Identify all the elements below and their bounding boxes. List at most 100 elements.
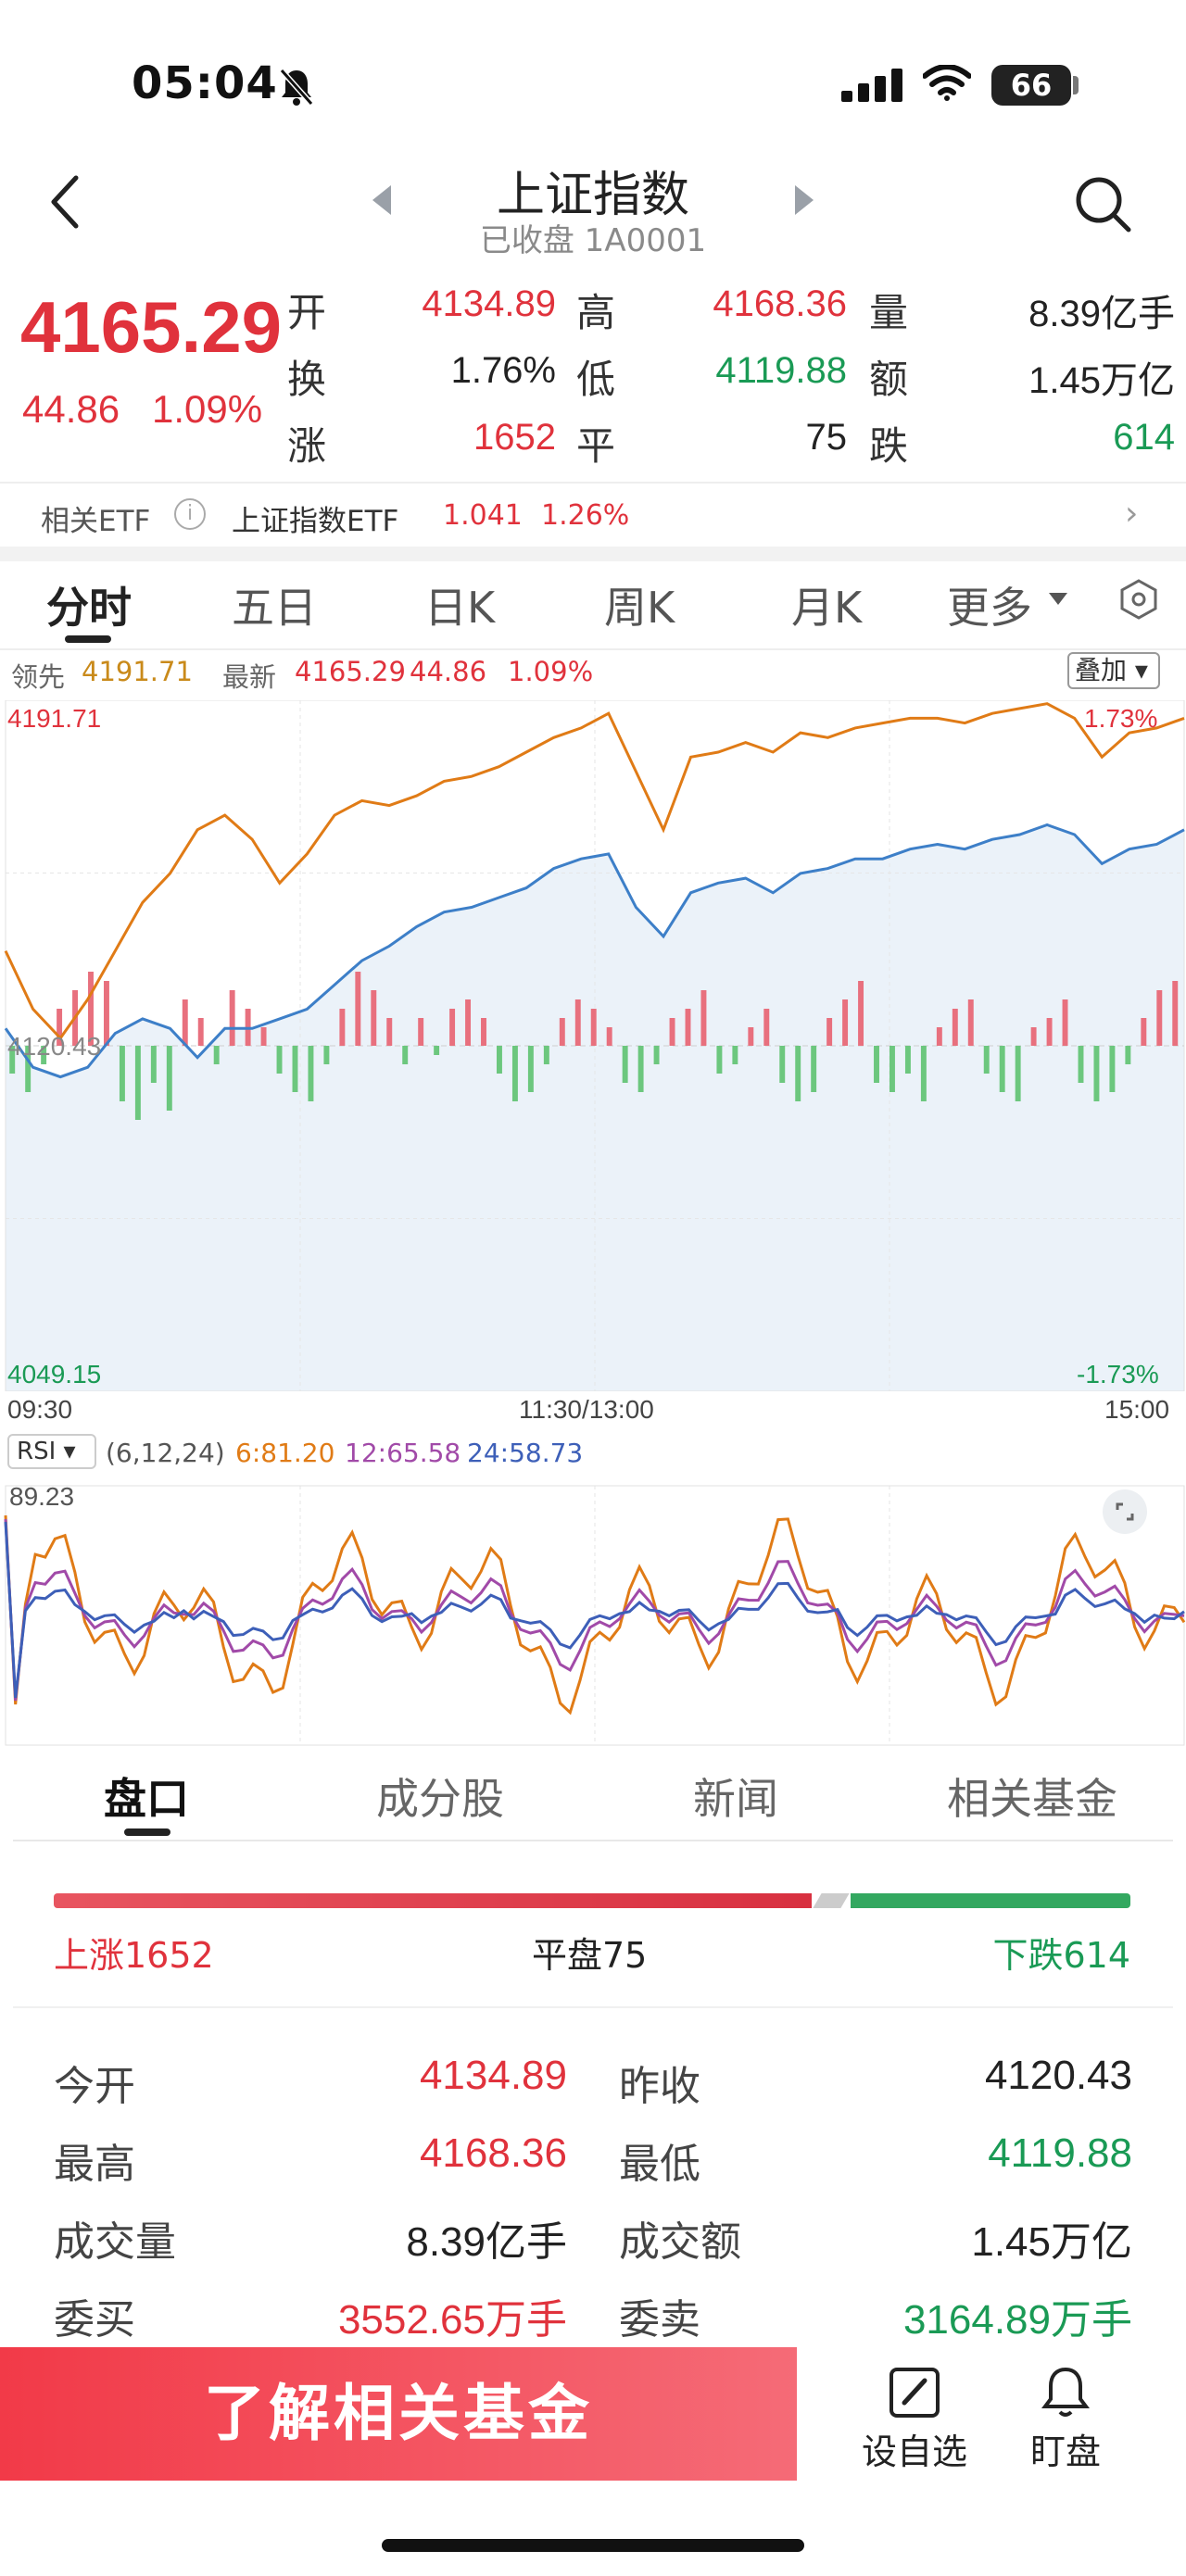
volume-bar [590,1009,597,1046]
quote-label: 换 [287,357,327,402]
fall-ratio-bar [851,1893,1130,1908]
volume-bar [952,1009,958,1046]
volume-bar [543,1046,549,1064]
tab-daily-k[interactable]: 日K [424,583,496,633]
next-index-arrow-icon[interactable] [795,185,814,215]
quote-label: 开 [287,290,327,335]
stat-label: 最高 [54,2141,135,2188]
volume-bar [1062,999,1068,1046]
volume-bar [716,1046,723,1074]
tab-related-funds[interactable]: 相关基金 [947,1774,1117,1824]
tab-intraday[interactable]: 分时 [46,583,132,633]
volume-bar [999,1046,1005,1092]
battery-tip [1073,76,1079,94]
rsi-chart[interactable] [0,1476,1186,1754]
learn-funds-button[interactable]: 了解相关基金 [0,2347,797,2481]
volume-bar [967,999,974,1046]
stat-value: 4120.43 [984,2053,1132,2098]
latest-pct: 1.09% [508,656,594,687]
tab-monthly-k[interactable]: 月K [791,583,863,633]
volume-bar [700,990,707,1046]
quote-value: 4119.88 [715,350,847,391]
volume-bar [25,1046,32,1092]
home-indicator [382,2539,804,2552]
volume-bar [260,1027,267,1046]
tab-more[interactable]: 更多 [947,583,1032,633]
volume-bar [637,1046,644,1092]
stat-value: 8.39亿手 [406,2219,567,2265]
rsi-top-label: 89.23 [9,1482,75,1511]
quote-label: 量 [869,290,909,335]
series-line-0 [4,702,1185,1041]
settings-hexagon-icon[interactable] [1117,578,1160,621]
chevron-right-icon[interactable]: › [1125,495,1139,533]
prev-index-arrow-icon[interactable] [372,185,391,215]
info-icon[interactable]: i [174,498,206,530]
status-time: 05:04 [132,57,278,109]
monitor-label[interactable]: 盯盘 [1030,2431,1102,2472]
volume-bar [1156,990,1163,1046]
wifi-icon [923,65,971,101]
volume-bar [842,999,849,1046]
cell-signal-icon [841,69,902,102]
overlay-dropdown[interactable]: 叠加 ▾ [1067,652,1160,689]
rsi-line-1 [4,1518,1185,1702]
volume-bar [1141,1018,1147,1046]
volume-bar [559,1018,565,1046]
bell-muted-icon [279,69,314,106]
volume-bar [323,1046,330,1064]
volume-bar [1172,981,1179,1046]
volume-bar [511,1046,518,1101]
intraday-chart[interactable] [0,700,1186,1391]
quote-value: 1.76% [450,350,556,391]
tab-weekly-k[interactable]: 周K [604,583,675,633]
volume-bar [874,1046,879,1083]
quote-label: 高 [576,290,616,335]
search-icon[interactable] [1073,174,1134,235]
volume-bar [904,1046,911,1074]
stat-label: 成交额 [619,2218,741,2266]
divider [0,482,1186,484]
price-change-pct: 1.09% [152,387,263,431]
x-tick-midday: 11:30/13:00 [519,1395,654,1424]
volume-bar [685,1009,691,1046]
page-title: 上证指数 [496,168,689,223]
last-price: 4165.29 [20,286,282,368]
volume-bar [150,1046,157,1083]
quote-value: 4134.89 [422,283,556,324]
bell-icon[interactable] [1038,2364,1093,2421]
stat-label: 委买 [54,2296,135,2344]
stat-label: 今开 [54,2063,135,2110]
watchlist-label[interactable]: 设自选 [862,2431,968,2472]
price-change: 44.86 [22,387,120,431]
active-tab-indicator [65,635,111,643]
rsi-line-2 [4,1521,1185,1699]
volume-bar [355,972,361,1046]
latest-value: 4165.29 [295,656,406,687]
tab-news[interactable]: 新闻 [693,1774,778,1824]
volume-bar [574,999,581,1046]
rsi-indicator-dropdown[interactable]: RSI ▾ [7,1434,96,1469]
page-subtitle: 已收盘 1A0001 [479,222,707,259]
volume-bar [1078,1046,1084,1083]
lead-value: 4191.71 [82,656,193,687]
quote-label: 涨 [287,423,327,469]
lead-label: 领先 [11,661,66,693]
add-watchlist-icon[interactable] [888,2366,941,2419]
action-bar [797,2347,1186,2481]
volume-bar [653,1046,660,1064]
tab-order-book[interactable]: 盘口 [104,1774,189,1824]
volume-bar [386,1018,393,1046]
tab-five-day[interactable]: 五日 [232,583,317,633]
y-axis-right-bottom-label: -1.73% [1077,1360,1159,1389]
back-chevron-icon[interactable] [48,172,82,232]
volume-bar [213,1046,220,1064]
tab-constituents[interactable]: 成分股 [376,1774,504,1824]
expand-icon[interactable] [1103,1489,1147,1534]
volume-bar [811,1046,817,1092]
volume-bar [41,1046,47,1064]
x-tick-close: 15:00 [1104,1395,1170,1424]
stat-value: 4119.88 [988,2130,1132,2176]
active-tab-indicator [124,1828,170,1836]
etf-name-link[interactable]: 上证指数ETF [232,505,399,538]
